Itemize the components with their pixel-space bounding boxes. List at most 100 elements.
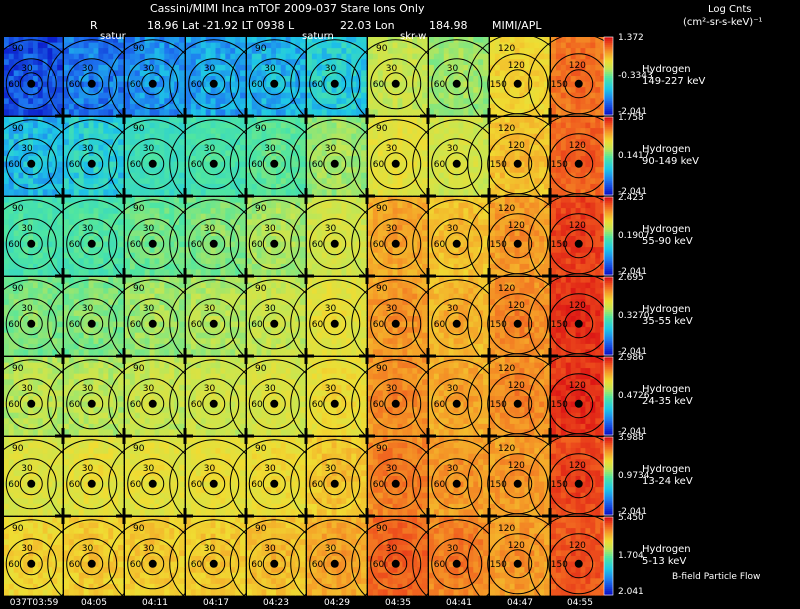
svg-text:30: 30 [325, 64, 337, 74]
row-label: Hydrogen 35-55 keV [642, 304, 693, 328]
time-tick-label: 04:55 [567, 598, 593, 608]
svg-text:60: 60 [434, 80, 446, 90]
svg-text:90: 90 [12, 204, 24, 214]
colorbar-min: -2.041 [618, 347, 648, 357]
colorbar-max: 1.372 [618, 33, 644, 43]
row-label: Hydrogen 55-90 keV [642, 224, 693, 248]
units-label: (cm²-sr-s-keV)⁻¹ [683, 17, 763, 28]
colorbar [603, 196, 614, 276]
svg-text:30: 30 [386, 144, 398, 154]
svg-text:30: 30 [264, 64, 276, 74]
svg-text:30: 30 [21, 64, 33, 74]
svg-text:90: 90 [12, 44, 24, 54]
svg-text:90: 90 [255, 204, 267, 214]
svg-text:90: 90 [376, 124, 388, 134]
svg-text:60: 60 [312, 160, 324, 170]
svg-text:90: 90 [12, 124, 24, 134]
svg-text:60: 60 [130, 160, 142, 170]
svg-text:60: 60 [130, 80, 142, 90]
colorbar-min: -2.041 [618, 267, 648, 277]
svg-text:60: 60 [191, 80, 203, 90]
colorbar-max: 3.988 [618, 433, 644, 443]
svg-text:120: 120 [508, 141, 525, 151]
svg-text:30: 30 [143, 144, 155, 154]
row-label-energy: 35-55 keV [642, 316, 693, 327]
time-tick-label: 04:35 [385, 598, 411, 608]
svg-text:60: 60 [251, 240, 263, 250]
colorbar-min: -2.041 [618, 107, 648, 117]
colorbar-max: 2.423 [618, 193, 644, 203]
svg-text:60: 60 [8, 240, 20, 250]
row-label-species: Hydrogen [642, 144, 691, 155]
overlay-label-satur: satur [100, 31, 126, 42]
energy-row: 3060903060306090306030609030603060903060… [0, 33, 630, 135]
colorbar-max: 1.758 [618, 113, 644, 123]
svg-text:120: 120 [498, 44, 515, 54]
colorbar-mid: -0.3343 [618, 71, 653, 81]
svg-text:120: 120 [569, 141, 586, 151]
svg-text:30: 30 [21, 224, 33, 234]
svg-text:90: 90 [133, 124, 145, 134]
overlay-label-saturn: saturn [302, 31, 334, 42]
svg-text:60: 60 [434, 160, 446, 170]
row-label-energy: 90-149 keV [642, 156, 700, 167]
row-label: Hydrogen 90-149 keV [642, 144, 699, 168]
svg-text:150: 150 [490, 160, 507, 170]
colorbar-mid: 0.4726 [618, 391, 650, 401]
svg-text:30: 30 [204, 144, 216, 154]
energy-row: 3060903060306090306030609030603060903060… [0, 513, 630, 609]
svg-text:30: 30 [386, 224, 398, 234]
colorbar-mid: 1.704 [618, 551, 644, 561]
row-label: Hydrogen 13-24 keV [642, 464, 693, 488]
header-lat-lt: 18.96 Lat -21.92 LT 0938 L [147, 19, 295, 32]
footer-note: B-field Particle Flow [672, 572, 761, 582]
row-label: Hydrogen 149-227 keV [642, 64, 705, 88]
svg-text:30: 30 [82, 224, 94, 234]
svg-text:90: 90 [255, 124, 267, 134]
energy-row: 3060903060306090306030609030603060903060… [0, 353, 630, 455]
svg-text:30: 30 [21, 144, 33, 154]
svg-text:30: 30 [204, 224, 216, 234]
svg-text:60: 60 [312, 80, 324, 90]
header-r-label: R [90, 19, 98, 32]
time-tick-label: 04:41 [446, 598, 472, 608]
row-label-species: Hydrogen [642, 224, 691, 235]
svg-text:150: 150 [551, 160, 568, 170]
svg-text:60: 60 [69, 160, 81, 170]
energy-row: 3060903060306090306030609030603060903060… [0, 433, 630, 535]
svg-text:30: 30 [325, 224, 337, 234]
svg-text:30: 30 [143, 224, 155, 234]
svg-text:150: 150 [490, 80, 507, 90]
time-tick-label: 04:23 [263, 598, 289, 608]
svg-text:60: 60 [373, 80, 385, 90]
colorbar [603, 516, 614, 596]
row-label: Hydrogen 5-13 keV [642, 544, 691, 568]
header-lval: 184.98 [429, 19, 468, 32]
